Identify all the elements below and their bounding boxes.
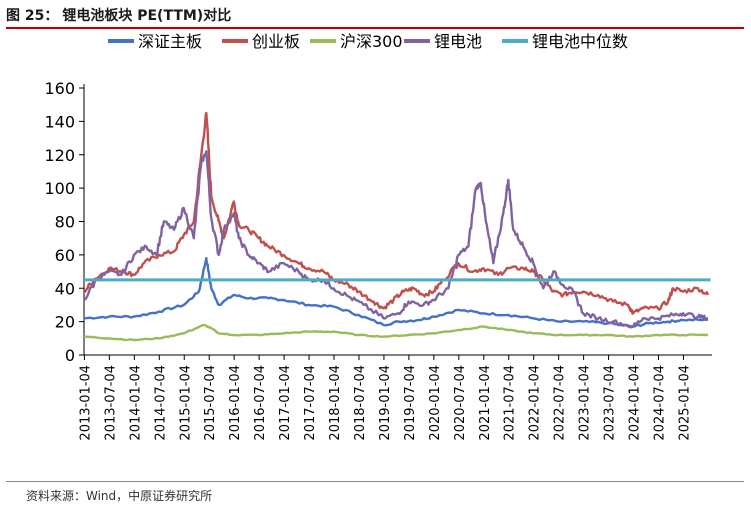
x-tick-label: 2015-01-04 <box>178 365 193 441</box>
x-tick-label: 2014-01-04 <box>128 365 143 441</box>
figure-number: 图 25： <box>6 8 59 24</box>
legend-label: 锂电池中位数 <box>532 32 628 51</box>
x-tick-label: 2018-07-04 <box>353 365 368 441</box>
y-tick-label: 40 <box>55 279 75 298</box>
x-tick-label: 2022-07-04 <box>553 365 568 441</box>
legend-label: 沪深300 <box>340 32 403 51</box>
legend-label: 深证主板 <box>138 32 202 51</box>
y-tick-label: 100 <box>44 179 75 198</box>
y-tick-label: 0 <box>65 346 75 365</box>
x-tick-label: 2016-07-04 <box>253 365 268 441</box>
x-tick-label: 2023-07-04 <box>603 365 618 441</box>
x-tick-label: 2018-01-04 <box>328 365 343 441</box>
y-tick-label: 60 <box>55 246 75 265</box>
x-tick-label: 2023-01-04 <box>578 365 593 441</box>
x-tick-label: 2016-01-04 <box>228 365 243 441</box>
pe-line-chart: 深证主板 创业板 沪深300 锂电池 锂电池中位数 0 20 40 60 80 100 120 140… <box>44 32 712 441</box>
series-line-2 <box>83 323 708 342</box>
y-axis: 0 20 40 60 80 100 120 140 160 <box>44 79 85 365</box>
x-tick-label: 2014-07-04 <box>153 365 168 441</box>
footer-divider <box>6 481 744 482</box>
y-tick-label: 140 <box>44 112 75 131</box>
x-tick-label: 2022-01-04 <box>528 365 543 441</box>
legend-label: 创业板 <box>252 32 300 51</box>
x-tick-label: 2024-07-04 <box>652 365 667 441</box>
series-line-3 <box>83 150 709 329</box>
x-axis: 2013-01-04 2013-07-04 2014-01-04 2014-07-04… <box>78 354 712 441</box>
x-tick-label: 2021-07-04 <box>503 365 518 441</box>
source-note: 资料来源：Wind，中原证券研究所 <box>26 489 213 503</box>
x-tick-label: 2015-07-04 <box>203 365 218 441</box>
x-tick-label: 2020-07-04 <box>453 365 468 441</box>
x-tick-label: 2024-01-04 <box>628 365 643 441</box>
series-line-1 <box>83 111 710 315</box>
x-tick-label: 2017-01-04 <box>278 365 293 441</box>
series-line-0 <box>83 257 709 328</box>
y-tick-label: 20 <box>55 313 75 332</box>
legend: 深证主板 创业板 沪深300 锂电池 锂电池中位数 <box>108 32 628 51</box>
x-tick-label: 2021-01-04 <box>478 365 493 441</box>
x-tick-label: 2019-01-04 <box>378 365 393 441</box>
title-divider <box>6 27 744 29</box>
plot-area <box>83 111 711 342</box>
x-tick-label: 2017-07-04 <box>303 365 318 441</box>
x-tick-label: 2020-01-04 <box>428 365 443 441</box>
figure-title-text: 锂电池板块 PE(TTM)对比 <box>62 8 232 24</box>
x-tick-label: 2013-01-04 <box>78 365 93 441</box>
y-tick-label: 120 <box>44 146 75 165</box>
x-tick-label: 2025-01-04 <box>677 365 692 441</box>
x-tick-label: 2013-07-04 <box>103 365 118 441</box>
legend-label: 锂电池 <box>434 32 482 51</box>
y-tick-label: 80 <box>55 213 75 232</box>
x-tick-label: 2019-07-04 <box>403 365 418 441</box>
y-tick-label: 160 <box>44 79 75 98</box>
figure-title: 图 25： 锂电池板块 PE(TTM)对比 <box>6 5 231 25</box>
